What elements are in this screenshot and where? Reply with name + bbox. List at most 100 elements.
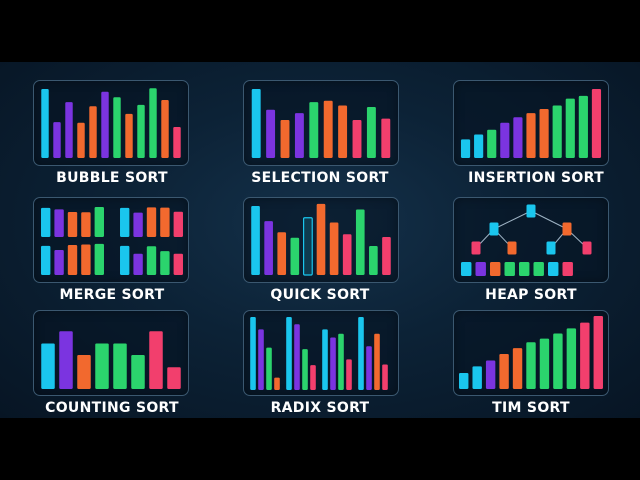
bar: [323, 100, 333, 158]
bar: [310, 365, 316, 390]
bar: [565, 98, 575, 158]
bar: [53, 122, 61, 158]
bar: [539, 338, 550, 389]
bar: [250, 317, 256, 390]
card-selection-sort[interactable]: [243, 80, 399, 166]
bar: [566, 328, 577, 389]
bar: [101, 91, 109, 158]
heap-array-cell: [490, 262, 501, 276]
bar: [137, 104, 145, 158]
heap-sort-diagram: [461, 204, 592, 276]
bar: [499, 353, 509, 389]
heap-array-cell: [519, 262, 530, 276]
bar: [382, 364, 388, 390]
bar: [500, 122, 510, 158]
bar: [149, 331, 163, 389]
bar: [120, 207, 130, 237]
bar: [309, 102, 319, 158]
bar: [329, 222, 339, 275]
heap-array-cell: [533, 262, 544, 276]
bar: [41, 343, 55, 389]
bar: [593, 316, 603, 389]
card-bubble-sort[interactable]: [33, 80, 189, 166]
bar: [369, 246, 378, 275]
label-bubble-sort: BUBBLE SORT: [56, 170, 168, 186]
bar: [251, 89, 261, 158]
bar: [77, 355, 91, 389]
bar: [382, 237, 391, 275]
bar: [580, 322, 590, 389]
tree-node: [562, 222, 572, 236]
bar: [487, 129, 497, 158]
merge-sort-chart: [41, 207, 183, 275]
bar: [474, 134, 484, 158]
bar: [513, 117, 523, 158]
bar: [251, 206, 260, 275]
bar: [113, 97, 121, 158]
card-merge-sort[interactable]: [33, 197, 189, 283]
bar: [167, 367, 181, 389]
bar: [342, 234, 352, 275]
bar: [374, 333, 380, 390]
bar: [59, 331, 73, 389]
bar: [302, 349, 308, 390]
card-tim-sort[interactable]: [453, 310, 609, 396]
bar: [277, 232, 287, 275]
bar: [41, 245, 51, 275]
heap-array-cell: [562, 262, 573, 276]
bar: [67, 245, 78, 275]
bar: [322, 329, 328, 390]
counting-sort-chart: [41, 331, 181, 389]
bar: [266, 109, 276, 158]
bar: [352, 120, 362, 158]
heap-array-cell: [548, 262, 559, 276]
card-insertion-sort[interactable]: [453, 80, 609, 166]
bar: [358, 317, 364, 390]
label-merge-sort: MERGE SORT: [59, 287, 165, 303]
selection-sort-chart: [251, 89, 391, 158]
bar: [459, 372, 469, 389]
label-insertion-sort: INSERTION SORT: [468, 170, 604, 186]
card-quick-sort[interactable]: [243, 197, 399, 283]
bar: [330, 337, 336, 390]
bar: [160, 251, 170, 275]
bar: [294, 113, 304, 158]
bar: [591, 89, 602, 158]
bar: [41, 207, 51, 237]
pivot-bar: [302, 217, 313, 276]
label-heap-sort: HEAP SORT: [485, 287, 577, 303]
label-counting-sort: COUNTING SORT: [45, 400, 179, 416]
bar: [290, 237, 300, 275]
bar: [578, 95, 588, 158]
bar: [526, 113, 536, 158]
bar: [54, 209, 64, 237]
bar: [258, 329, 264, 390]
label-quick-sort: QUICK SORT: [270, 287, 370, 303]
bar: [526, 342, 536, 389]
bar: [133, 212, 143, 237]
bar: [89, 106, 97, 158]
bar: [338, 333, 344, 390]
card-radix-sort[interactable]: [243, 310, 399, 396]
card-counting-sort[interactable]: [33, 310, 189, 396]
bar: [54, 249, 64, 275]
insertion-sort-chart: [460, 89, 602, 158]
tree-node: [471, 241, 481, 255]
bar: [77, 122, 85, 158]
stage: BUBBLE SORT SELECTION SORT INSERTION SOR…: [0, 62, 640, 418]
bubble-sort-chart: [41, 88, 181, 158]
card-heap-sort[interactable]: [453, 197, 609, 283]
bar: [120, 245, 130, 275]
bar: [294, 324, 300, 390]
bar: [286, 317, 292, 390]
bar: [338, 105, 348, 158]
bar: [81, 244, 91, 275]
heap-array-cell: [475, 262, 486, 276]
bar: [355, 209, 365, 275]
bar: [113, 343, 127, 389]
bar: [552, 105, 562, 158]
bar: [41, 89, 49, 158]
bar: [485, 360, 496, 389]
bar: [381, 118, 391, 158]
tree-node: [507, 241, 517, 255]
